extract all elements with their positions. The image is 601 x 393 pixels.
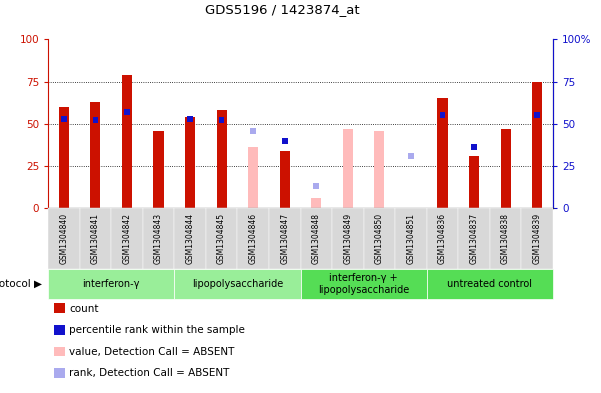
Text: GSM1304838: GSM1304838 (501, 213, 510, 264)
Bar (124, 109, 130, 115)
Bar (219, 118, 224, 123)
Bar (532, 82, 542, 208)
Text: percentile rank within the sample: percentile rank within the sample (69, 325, 245, 335)
Bar (374, 130, 385, 208)
Text: lipopolysaccharide: lipopolysaccharide (192, 279, 283, 289)
Bar (279, 151, 290, 208)
Text: value, Detection Call = ABSENT: value, Detection Call = ABSENT (69, 347, 234, 357)
Bar (122, 75, 132, 208)
Bar (469, 156, 479, 208)
Text: GSM1304840: GSM1304840 (59, 213, 69, 264)
Bar (251, 128, 256, 134)
Text: GSM1304836: GSM1304836 (438, 213, 447, 264)
Text: protocol ▶: protocol ▶ (0, 279, 42, 289)
Bar (438, 98, 448, 208)
Bar (188, 116, 193, 122)
Bar (343, 129, 353, 208)
Text: interferon-γ +
lipopolysaccharide: interferon-γ + lipopolysaccharide (318, 273, 409, 295)
Bar (440, 112, 445, 118)
Text: rank, Detection Call = ABSENT: rank, Detection Call = ABSENT (69, 368, 230, 378)
Bar (471, 145, 477, 151)
Bar (216, 110, 227, 208)
Bar (93, 118, 98, 123)
Bar (501, 129, 511, 208)
Text: GSM1304842: GSM1304842 (123, 213, 132, 264)
Text: count: count (69, 303, 99, 314)
Bar (61, 116, 67, 122)
Text: GSM1304847: GSM1304847 (280, 213, 289, 264)
Text: GSM1304846: GSM1304846 (249, 213, 258, 264)
Text: GSM1304849: GSM1304849 (343, 213, 352, 264)
Bar (153, 130, 163, 208)
Bar (314, 184, 319, 189)
Text: GSM1304851: GSM1304851 (406, 213, 415, 264)
Text: GSM1304850: GSM1304850 (375, 213, 384, 264)
Bar (59, 107, 69, 208)
Bar (282, 138, 287, 144)
Text: untreated control: untreated control (447, 279, 532, 289)
Bar (311, 198, 322, 208)
Text: GSM1304837: GSM1304837 (469, 213, 478, 264)
Text: interferon-γ: interferon-γ (82, 279, 140, 289)
Bar (90, 102, 100, 208)
Bar (408, 153, 413, 159)
Bar (185, 117, 195, 208)
Text: GSM1304841: GSM1304841 (91, 213, 100, 264)
Text: GSM1304839: GSM1304839 (532, 213, 542, 264)
Text: GSM1304848: GSM1304848 (312, 213, 321, 264)
Text: GSM1304845: GSM1304845 (217, 213, 226, 264)
Bar (534, 112, 540, 118)
Text: GSM1304844: GSM1304844 (186, 213, 195, 264)
Text: GDS5196 / 1423874_at: GDS5196 / 1423874_at (205, 3, 360, 16)
Bar (248, 147, 258, 208)
Text: GSM1304843: GSM1304843 (154, 213, 163, 264)
